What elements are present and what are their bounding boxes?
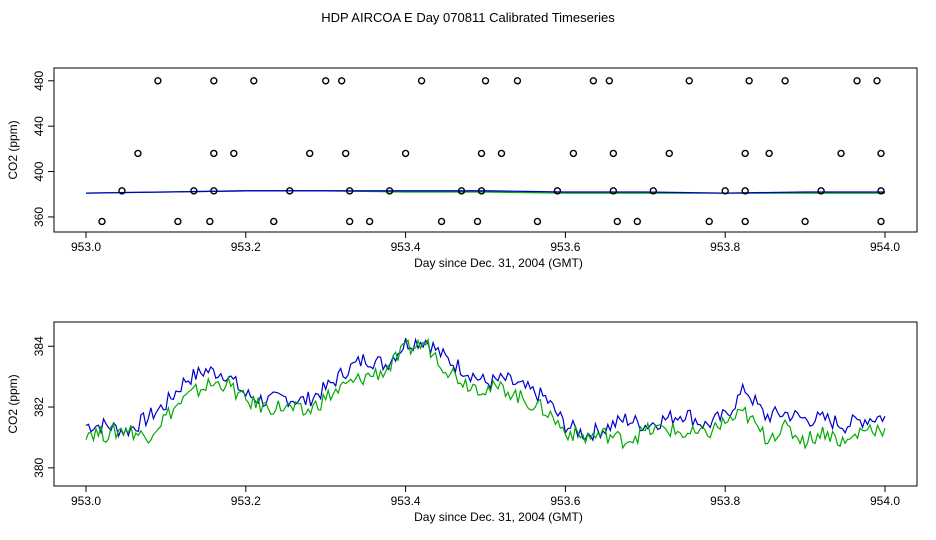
data-point [877,187,885,195]
data-point [385,187,394,195]
data-point [477,187,486,195]
data-point [210,149,218,158]
data-point [801,217,809,226]
x-tick-label: 954.0 [870,240,900,254]
data-point [457,187,466,195]
data-point [609,149,618,158]
series-line-1 [85,190,885,194]
y-tick-label: 440 [32,116,46,136]
data-point [721,187,729,195]
bottom-panel: 953.0 953.2 953.4 953.6 953.8 954.0 380 382 384 D… [6,321,918,524]
y-tick-label: 384 [32,336,46,356]
data-point [210,77,218,85]
data-point [401,149,410,158]
data-point [481,77,490,85]
data-point [589,77,598,85]
y-tick-label: 480 [32,70,46,90]
data-point [322,77,330,85]
data-point [230,149,238,158]
data-point [553,187,562,195]
data-point [98,217,106,226]
data-point [741,149,749,158]
data-point [877,149,885,158]
series-line-1 [85,337,886,450]
data-point [745,77,753,85]
y-tick-label: 400 [32,161,46,181]
data-point [286,187,294,195]
data-point [837,149,845,158]
x-tick-label: 953.4 [391,494,421,508]
x-tick-label: 953.8 [710,494,740,508]
x-tick-label: 953.0 [71,240,101,254]
data-point [250,77,258,85]
data-point [877,217,885,226]
data-point [633,217,642,226]
data-point [873,77,881,85]
data-point [781,77,789,85]
y-tick-label: 380 [32,458,46,478]
data-point [533,217,542,226]
data-point [337,77,346,85]
data-point [705,217,713,226]
data-point [513,77,522,85]
data-point [613,217,622,226]
data-point [477,149,486,158]
y-axis-label: CO2 (ppm) [6,374,20,433]
plot-frame [53,67,918,233]
data-point [417,77,426,85]
figure-title: HDP AIRCOA E Day 070811 Calibrated Times… [321,10,615,25]
data-point [685,77,693,85]
data-point [174,217,182,226]
y-axis-label: CO2 (ppm) [6,120,20,179]
data-point [765,149,773,158]
data-point [210,187,218,195]
x-tick-label: 953.2 [231,240,261,254]
plot-frame [53,321,918,487]
x-tick-label: 953.2 [231,494,261,508]
data-point [118,187,126,195]
data-point [741,187,749,195]
data-point [270,217,278,226]
x-tick-label: 954.0 [870,494,900,508]
x-axis-label: Day since Dec. 31, 2004 (GMT) [414,256,583,270]
data-point [665,149,673,158]
data-point [345,217,354,226]
data-point [473,217,482,226]
x-tick-label: 953.6 [550,240,580,254]
data-point [817,187,825,195]
data-point [365,217,374,226]
data-point [853,77,861,85]
data-point [649,187,657,195]
data-point [341,149,350,158]
series-line-0 [85,337,886,442]
y-tick-label: 382 [32,397,46,417]
y-tick-label: 360 [32,207,46,227]
data-point [609,187,618,195]
top-panel: 953.0 953.2 953.4 953.6 953.8 954.0 360 400 440 4… [6,67,918,270]
x-tick-label: 953.6 [550,494,580,508]
data-point [134,149,142,158]
x-tick-label: 953.0 [71,494,101,508]
data-point [741,217,749,226]
data-point [569,149,578,158]
x-tick-label: 953.8 [710,240,740,254]
data-point [497,149,506,158]
data-point [437,217,446,226]
data-point [605,77,614,85]
x-tick-label: 953.4 [391,240,421,254]
data-point [206,217,214,226]
data-point [345,187,354,195]
data-point [154,77,162,85]
data-point [190,187,198,195]
x-axis-label: Day since Dec. 31, 2004 (GMT) [414,510,583,524]
data-point [306,149,314,158]
